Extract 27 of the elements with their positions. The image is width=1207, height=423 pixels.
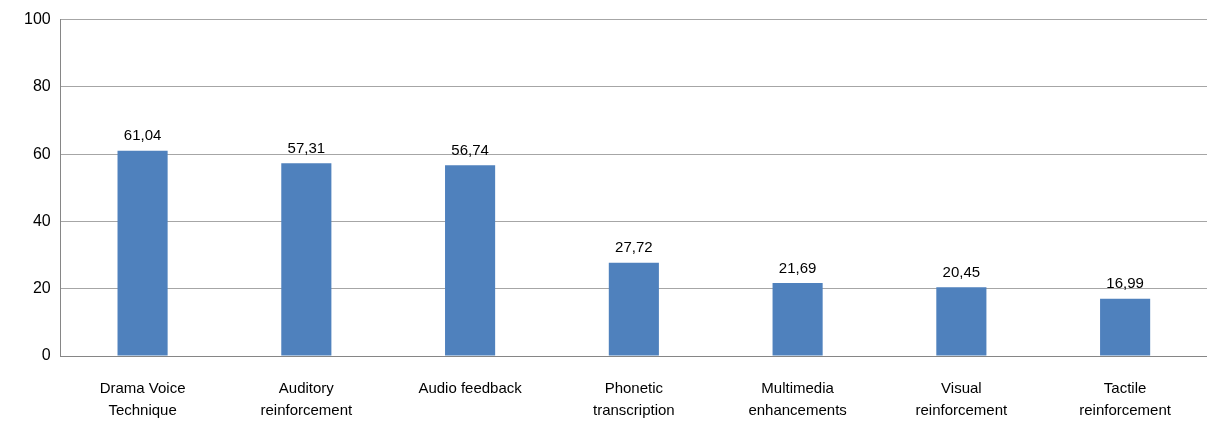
bar <box>1100 298 1151 356</box>
bar <box>281 163 332 356</box>
x-tick-label: Phonetic transcription <box>593 379 675 418</box>
y-tick-label: 80 <box>32 77 51 95</box>
data-label: 21,69 <box>778 258 817 276</box>
bar <box>608 262 659 356</box>
x-tick-label: Tactile reinforcement <box>1079 379 1172 418</box>
x-tick-label: Audio feedback <box>418 379 523 397</box>
data-label: 16,99 <box>1106 274 1144 292</box>
x-tick-label: Multimedia enhancements <box>748 379 847 418</box>
bar <box>445 165 496 356</box>
data-label: 57,31 <box>287 138 326 156</box>
data-label: 61,04 <box>123 126 162 144</box>
x-tick-label: Drama Voice Technique <box>99 379 186 418</box>
data-label: 20,45 <box>942 262 981 280</box>
data-label: 27,72 <box>615 238 653 256</box>
x-tick-label: Auditory reinforcement <box>260 379 354 418</box>
y-tick-label: 60 <box>32 144 51 162</box>
bar <box>772 283 823 356</box>
bar <box>117 150 168 356</box>
y-tick-label: 20 <box>32 279 51 297</box>
data-label: 56,74 <box>451 140 489 158</box>
y-tick-label: 100 <box>23 10 51 28</box>
y-tick-label: 40 <box>32 211 51 229</box>
x-tick-label: Visual reinforcement <box>915 379 1009 418</box>
bar <box>936 287 987 356</box>
y-tick-label: 0 <box>41 346 51 364</box>
